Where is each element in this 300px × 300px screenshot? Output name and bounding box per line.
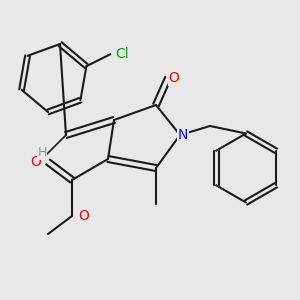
Text: H: H [37,146,47,160]
Text: N: N [178,128,188,142]
Text: O: O [79,209,89,223]
Text: Cl: Cl [116,47,129,61]
Text: O: O [169,71,179,85]
Text: O: O [31,155,41,169]
